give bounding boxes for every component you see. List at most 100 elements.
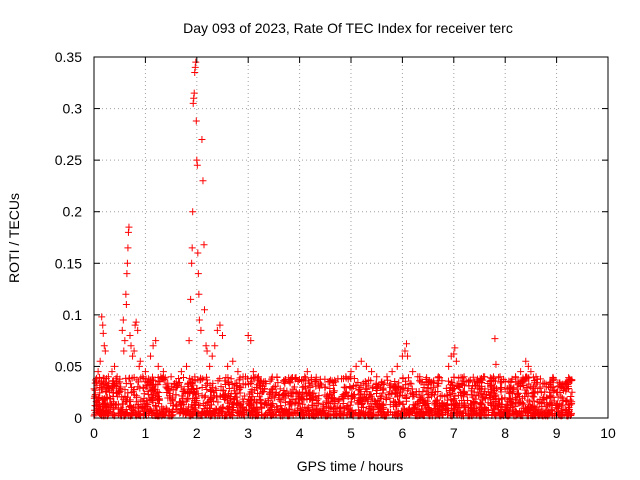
data-point bbox=[130, 347, 138, 355]
data-point bbox=[489, 409, 497, 417]
data-point bbox=[238, 404, 246, 412]
data-point bbox=[347, 395, 355, 403]
data-point bbox=[267, 375, 275, 383]
data-point bbox=[445, 362, 453, 370]
data-point bbox=[308, 395, 316, 403]
data-point bbox=[315, 381, 323, 389]
data-point bbox=[116, 385, 124, 393]
data-point bbox=[241, 392, 249, 400]
chart-title: Day 093 of 2023, Rate Of TEC Index for r… bbox=[183, 20, 513, 36]
data-point bbox=[431, 388, 439, 396]
data-point bbox=[340, 395, 348, 403]
data-point bbox=[568, 377, 576, 385]
data-point bbox=[195, 316, 203, 324]
data-point bbox=[190, 89, 198, 97]
data-point bbox=[567, 411, 575, 419]
data-point bbox=[100, 395, 108, 403]
data-point bbox=[518, 394, 526, 402]
data-point bbox=[330, 404, 338, 412]
axis-ticks: 0 1 2 3 4 5 6 7 8 9 10 0 0.05 0.1 0.15 0.2 0.25 0.3 0.35 bbox=[55, 49, 616, 441]
data-point bbox=[96, 373, 104, 381]
x-tick-label: 4 bbox=[296, 425, 304, 441]
data-point bbox=[349, 391, 357, 399]
data-point bbox=[301, 373, 309, 381]
data-point bbox=[474, 377, 482, 385]
data-point bbox=[396, 392, 404, 400]
data-point bbox=[217, 408, 225, 416]
y-tick-label: 0.2 bbox=[63, 204, 83, 220]
data-point bbox=[219, 331, 226, 339]
data-point bbox=[251, 396, 259, 404]
data-point bbox=[378, 410, 386, 418]
data-point bbox=[513, 410, 521, 418]
data-point bbox=[407, 380, 415, 388]
data-point bbox=[226, 402, 234, 410]
data-point bbox=[230, 384, 238, 392]
data-point bbox=[216, 321, 224, 329]
data-point bbox=[184, 380, 192, 388]
data-point bbox=[123, 259, 131, 267]
data-point bbox=[403, 340, 411, 348]
data-point bbox=[126, 331, 134, 339]
data-point bbox=[185, 337, 193, 345]
x-tick-label: 10 bbox=[600, 425, 616, 441]
data-point bbox=[498, 410, 506, 418]
data-point bbox=[180, 401, 188, 409]
data-point bbox=[315, 407, 323, 415]
data-point bbox=[131, 321, 139, 329]
data-point bbox=[470, 378, 478, 386]
data-point bbox=[263, 411, 271, 419]
data-point bbox=[509, 406, 517, 414]
data-point bbox=[227, 375, 235, 383]
data-point bbox=[349, 382, 357, 390]
data-point bbox=[528, 392, 536, 400]
data-point bbox=[141, 368, 149, 376]
data-point bbox=[94, 368, 102, 376]
data-point bbox=[382, 411, 390, 419]
data-point bbox=[324, 395, 332, 403]
data-point bbox=[480, 404, 488, 412]
y-tick-label: 0.15 bbox=[55, 255, 82, 271]
data-point bbox=[169, 395, 177, 403]
data-point bbox=[136, 357, 144, 365]
data-point bbox=[311, 378, 319, 386]
data-point bbox=[130, 373, 138, 381]
data-point bbox=[119, 316, 127, 324]
data-point bbox=[542, 383, 550, 391]
data-point bbox=[183, 362, 191, 370]
data-point bbox=[101, 347, 109, 355]
data-point bbox=[469, 373, 477, 381]
data-point bbox=[543, 406, 551, 414]
y-tick-label: 0.1 bbox=[63, 307, 83, 323]
data-point bbox=[232, 393, 240, 401]
data-point bbox=[487, 401, 495, 409]
data-point bbox=[511, 373, 519, 381]
data-point bbox=[524, 396, 532, 404]
data-point bbox=[135, 403, 143, 411]
data-point bbox=[346, 401, 354, 409]
data-point bbox=[191, 63, 199, 71]
data-point bbox=[305, 403, 313, 411]
data-point bbox=[245, 380, 253, 388]
data-point bbox=[327, 390, 335, 398]
data-point bbox=[152, 407, 160, 415]
data-point bbox=[257, 396, 265, 404]
data-point bbox=[235, 376, 243, 384]
data-point bbox=[98, 385, 106, 393]
data-point bbox=[492, 360, 500, 368]
data-point bbox=[556, 379, 564, 387]
data-point bbox=[358, 400, 366, 408]
data-point bbox=[242, 381, 250, 389]
data-point bbox=[95, 393, 103, 401]
x-tick-label: 3 bbox=[244, 425, 252, 441]
data-point bbox=[269, 392, 277, 400]
data-point bbox=[347, 375, 355, 383]
data-point bbox=[294, 377, 302, 385]
data-point bbox=[143, 382, 151, 390]
data-point bbox=[342, 373, 350, 381]
data-point bbox=[265, 406, 273, 414]
data-point bbox=[436, 374, 444, 382]
data-point bbox=[180, 373, 188, 381]
data-point bbox=[239, 405, 247, 413]
data-point bbox=[102, 404, 110, 412]
